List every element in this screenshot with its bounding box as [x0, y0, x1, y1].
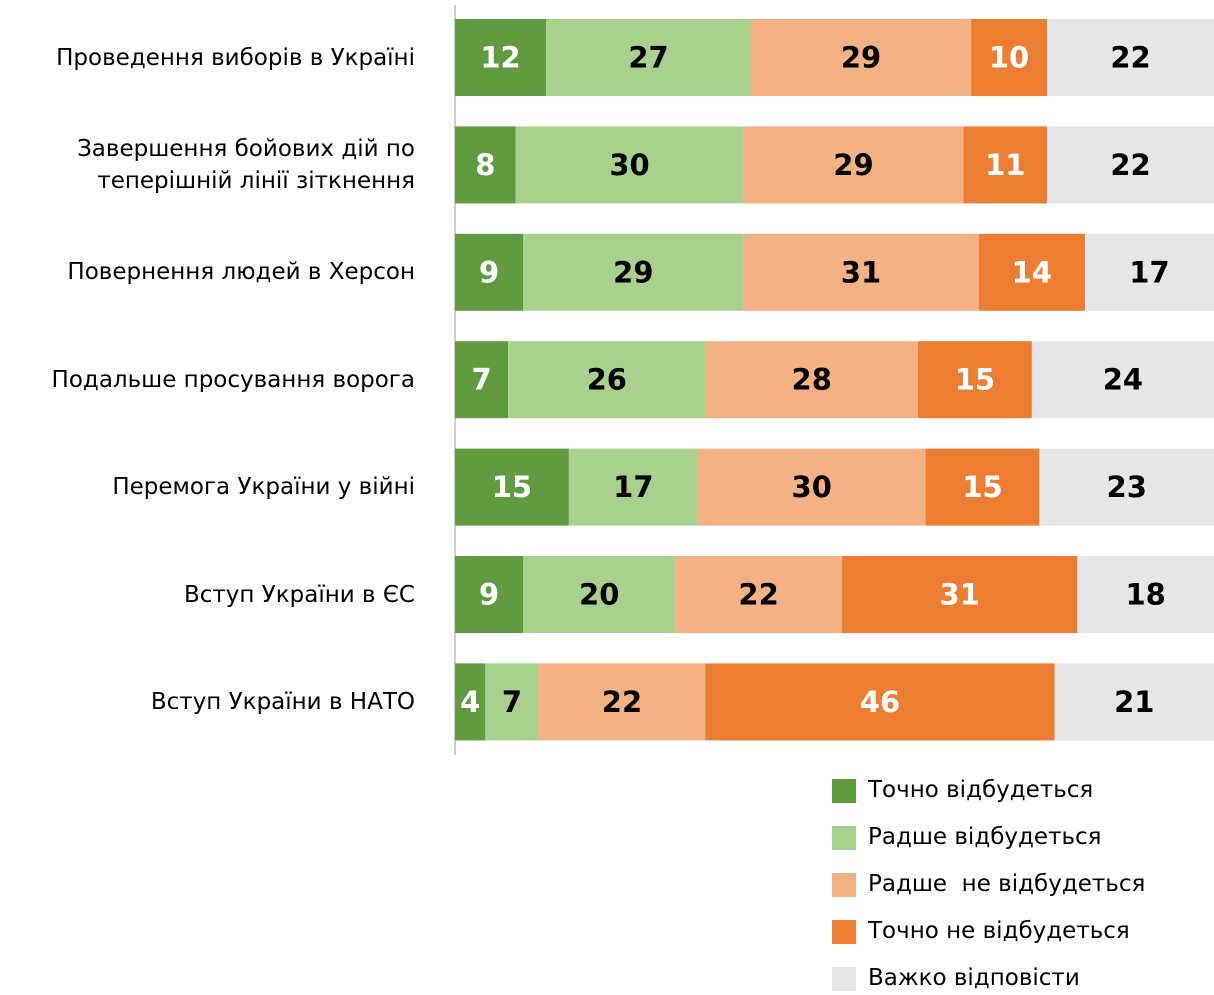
data-label: 24: [1103, 363, 1143, 397]
bar-segment: [675, 556, 843, 633]
bar-segment: [1039, 448, 1214, 526]
bar-segment: [925, 448, 1040, 526]
bar-segment: [455, 448, 569, 526]
data-label: 14: [1012, 255, 1052, 289]
bar-segment: [455, 663, 486, 741]
bar-segment: [1054, 663, 1214, 741]
category-label: Завершення бойових дій по теперішній лін…: [77, 135, 415, 194]
data-label: 22: [1110, 41, 1150, 75]
data-label: 7: [471, 363, 491, 397]
bar-segment: [1031, 341, 1214, 419]
data-label: 28: [792, 363, 832, 397]
bar-segment: [1084, 233, 1214, 311]
data-label: 11: [985, 148, 1025, 182]
data-label: 15: [962, 470, 1002, 504]
legend-swatch: [832, 873, 856, 897]
data-label: 30: [609, 148, 649, 182]
category-label: Проведення виборів в Україні: [56, 44, 415, 71]
data-label: 29: [833, 148, 873, 182]
data-label: 22: [738, 578, 778, 612]
data-label: 12: [480, 41, 520, 75]
bar-segment: [523, 556, 676, 633]
legend-label: Важко відповісти: [868, 965, 1080, 991]
bar-segment: [1077, 556, 1214, 633]
legend-label: Точно не відбудеться: [868, 918, 1130, 944]
category-label: Вступ України в НАТО: [150, 688, 415, 715]
data-label: 46: [860, 685, 900, 719]
data-label: 27: [628, 41, 668, 75]
data-label: 21: [1114, 685, 1154, 719]
legend-swatch: [832, 920, 856, 944]
data-label: 30: [792, 470, 832, 504]
bar-segment: [485, 663, 539, 741]
data-label: 22: [602, 685, 642, 719]
bar-segment: [743, 233, 979, 311]
data-label: 29: [841, 41, 881, 75]
legend-label: Радше не відбудеться: [868, 871, 1146, 897]
bar-segment: [978, 233, 1085, 311]
data-label: 26: [587, 363, 627, 397]
bar-segment: [705, 341, 918, 419]
legend-swatch: [832, 779, 856, 803]
bar-segment: [743, 126, 964, 204]
bar-segment: [751, 19, 972, 96]
data-label: 20: [579, 578, 619, 612]
legend-label: Точно відбудеться: [868, 777, 1094, 803]
legend-swatch: [832, 967, 856, 991]
bar-segment: [455, 556, 524, 633]
data-label: 18: [1126, 578, 1166, 612]
data-label: 31: [940, 578, 980, 612]
data-label: 15: [955, 363, 995, 397]
data-label: 4: [460, 685, 480, 719]
bar-segment: [455, 126, 516, 204]
bar-segment: [1047, 126, 1214, 204]
bar-segment: [963, 126, 1048, 204]
bar-segment: [546, 19, 752, 96]
data-label: 9: [479, 255, 499, 289]
category-label: Повернення людей в Херсон: [67, 259, 415, 286]
category-label: Подальше просування ворога: [51, 366, 415, 393]
data-label: 8: [475, 148, 495, 182]
data-label: 10: [989, 41, 1029, 75]
bar-segment: [971, 19, 1048, 96]
data-label: 15: [492, 470, 532, 504]
data-label: 17: [613, 470, 653, 504]
data-label: 29: [613, 255, 653, 289]
bar-segment: [523, 233, 744, 311]
bar-segment: [568, 448, 698, 526]
bar-segment: [455, 233, 524, 311]
bar-segment: [1047, 19, 1214, 96]
bar-segment: [842, 556, 1078, 633]
bar-segment: [705, 663, 1055, 741]
data-label: 31: [841, 255, 881, 289]
category-label: Перемога України у війні: [112, 474, 415, 501]
bar-segment: [455, 19, 547, 96]
data-label: 9: [479, 578, 499, 612]
data-label: 7: [502, 685, 522, 719]
legend-swatch: [832, 826, 856, 850]
bar-segment: [508, 341, 706, 419]
bar-segment: [697, 448, 926, 526]
bar-segment: [515, 126, 744, 204]
bar-segment: [917, 341, 1032, 419]
bar-segment: [538, 663, 706, 741]
data-label: 17: [1129, 255, 1169, 289]
bar-segment: [455, 341, 509, 419]
legend-label: Радше відбудеться: [868, 824, 1102, 850]
category-label: Вступ України в ЄС: [183, 581, 415, 608]
data-label: 22: [1110, 148, 1150, 182]
data-label: 23: [1107, 470, 1147, 504]
